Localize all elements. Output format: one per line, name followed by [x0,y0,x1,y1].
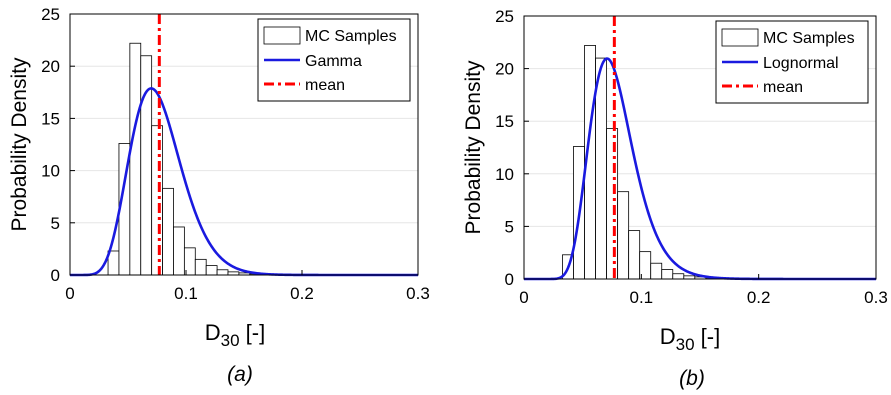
x-tick-label: 0 [519,288,528,307]
histogram-bar [151,125,163,276]
x-axis-label-subscript: 30 [221,331,240,350]
panel-label: (a) [227,363,253,386]
legend-label-histogram: MC Samples [763,30,855,47]
histogram-bar [661,269,674,280]
plot-frame [523,15,877,280]
histogram-bar [595,57,608,280]
legend-label-mean: mean [763,79,803,96]
legend-label-mean: mean [305,77,345,94]
x-tick-label: 0.1 [630,288,654,307]
y-tick-label: 20 [41,57,60,76]
histogram-bar [162,187,174,276]
legend-swatch-histogram [721,28,759,47]
x-axis-label-subscript: 30 [676,335,695,354]
histogram-bar [606,128,619,280]
y-tick-label: 10 [41,162,60,181]
histogram-bar [672,273,685,280]
legend-label-histogram: MC Samples [305,28,397,45]
y-tick-label: 25 [495,7,514,26]
plot-frame [69,13,419,276]
y-tick-label: 25 [41,5,60,24]
y-tick-label: 0 [505,270,514,289]
y-tick-label: 15 [41,109,60,128]
y-axis-label: Probability Density [8,57,31,231]
histogram-bar [628,230,641,280]
legend-label-fit: Lognormal [763,55,839,72]
x-axis-label: D30 [-] [205,320,265,350]
legend-swatch-histogram [263,26,301,45]
legend-label-fit: Gamma [305,53,362,70]
x-tick-label: 0.1 [174,284,198,303]
x-axis-label: D30 [-] [660,324,720,354]
panel-label: (b) [679,367,705,390]
x-tick-label: 0.2 [747,288,771,307]
y-tick-label: 5 [505,217,514,236]
x-tick-label: 0.3 [864,288,888,307]
histogram-bar [617,191,630,280]
histogram-bar [650,262,663,280]
y-tick-label: 15 [495,112,514,131]
x-axis-label-main: D [660,324,676,349]
x-tick-label: 0 [65,284,74,303]
y-tick-label: 5 [51,214,60,233]
histogram-bar [216,269,229,276]
x-tick-label: 0.3 [406,284,430,303]
y-tick-label: 20 [495,60,514,79]
histogram-bar [205,265,218,276]
chart-panel-b: 0 0.1 0.2 0.3 0 5 10 15 20 25 Probability Density D… [462,7,888,390]
x-tick-label: 0.2 [290,284,314,303]
histogram-bar [173,226,185,276]
chart-panel-a: 0 0.1 0.2 0.3 0 5 10 15 20 25 Probability Density D… [8,5,430,386]
x-axis-label-unit: [-] [240,320,266,345]
histogram-bar [129,42,142,276]
y-tick-label: 0 [51,266,60,285]
x-axis-label-main: D [205,320,221,345]
y-axis-label: Probability Density [462,60,485,234]
x-axis-label-unit: [-] [695,324,721,349]
legend: MC Samples Lognormal mean [715,20,869,104]
legend: MC Samples Gamma mean [257,18,411,102]
histogram-bar [194,258,207,276]
y-tick-label: 10 [495,165,514,184]
